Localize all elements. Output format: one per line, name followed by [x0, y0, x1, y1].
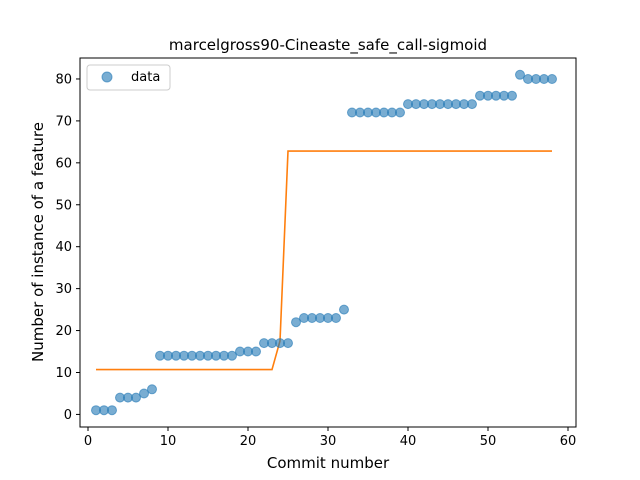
y-axis: 0 10 20 30 40 50 60 70 80 — [55, 72, 80, 423]
x-tick-label: 20 — [240, 434, 257, 449]
y-tick-label: 20 — [55, 324, 72, 339]
y-tick-label: 80 — [55, 72, 72, 87]
plot-area — [91, 69, 557, 416]
data-point — [131, 392, 141, 403]
legend: data — [86, 64, 171, 91]
data-point — [291, 317, 301, 328]
x-axis: 0 10 20 30 40 50 60 — [84, 427, 576, 449]
x-tick-label: 50 — [480, 434, 497, 449]
data-point — [147, 384, 157, 395]
data-point — [107, 405, 117, 416]
legend-marker-data — [101, 71, 113, 83]
legend-label-data: data — [131, 70, 160, 85]
data-point — [283, 338, 293, 349]
y-tick-label: 0 — [64, 408, 72, 423]
y-tick-label: 60 — [55, 156, 72, 171]
data-point — [467, 99, 477, 110]
x-tick-label: 30 — [320, 434, 337, 449]
data-point — [515, 69, 525, 80]
x-tick-label: 60 — [560, 434, 577, 449]
data-point — [251, 346, 261, 357]
data-point — [227, 350, 237, 361]
y-tick-label: 10 — [55, 366, 72, 381]
chart-title: marcelgross90-Cineaste_safe_call-sigmoid — [169, 36, 487, 55]
data-point — [395, 107, 405, 118]
x-tick-label: 40 — [400, 434, 417, 449]
data-point — [507, 90, 517, 101]
y-tick-label: 30 — [55, 282, 72, 297]
x-tick-label: 0 — [84, 434, 92, 449]
y-tick-label: 70 — [55, 114, 72, 129]
data-point — [331, 313, 341, 323]
data-point — [339, 304, 349, 315]
x-axis-label: Commit number — [267, 454, 390, 472]
data-point — [547, 74, 557, 84]
y-tick-label: 50 — [55, 198, 72, 213]
legend-box — [86, 64, 171, 91]
y-tick-label: 40 — [55, 240, 72, 255]
data-point — [139, 388, 149, 399]
y-axis-label: Number of instance of a feature — [29, 122, 47, 362]
x-tick-label: 10 — [160, 434, 177, 449]
